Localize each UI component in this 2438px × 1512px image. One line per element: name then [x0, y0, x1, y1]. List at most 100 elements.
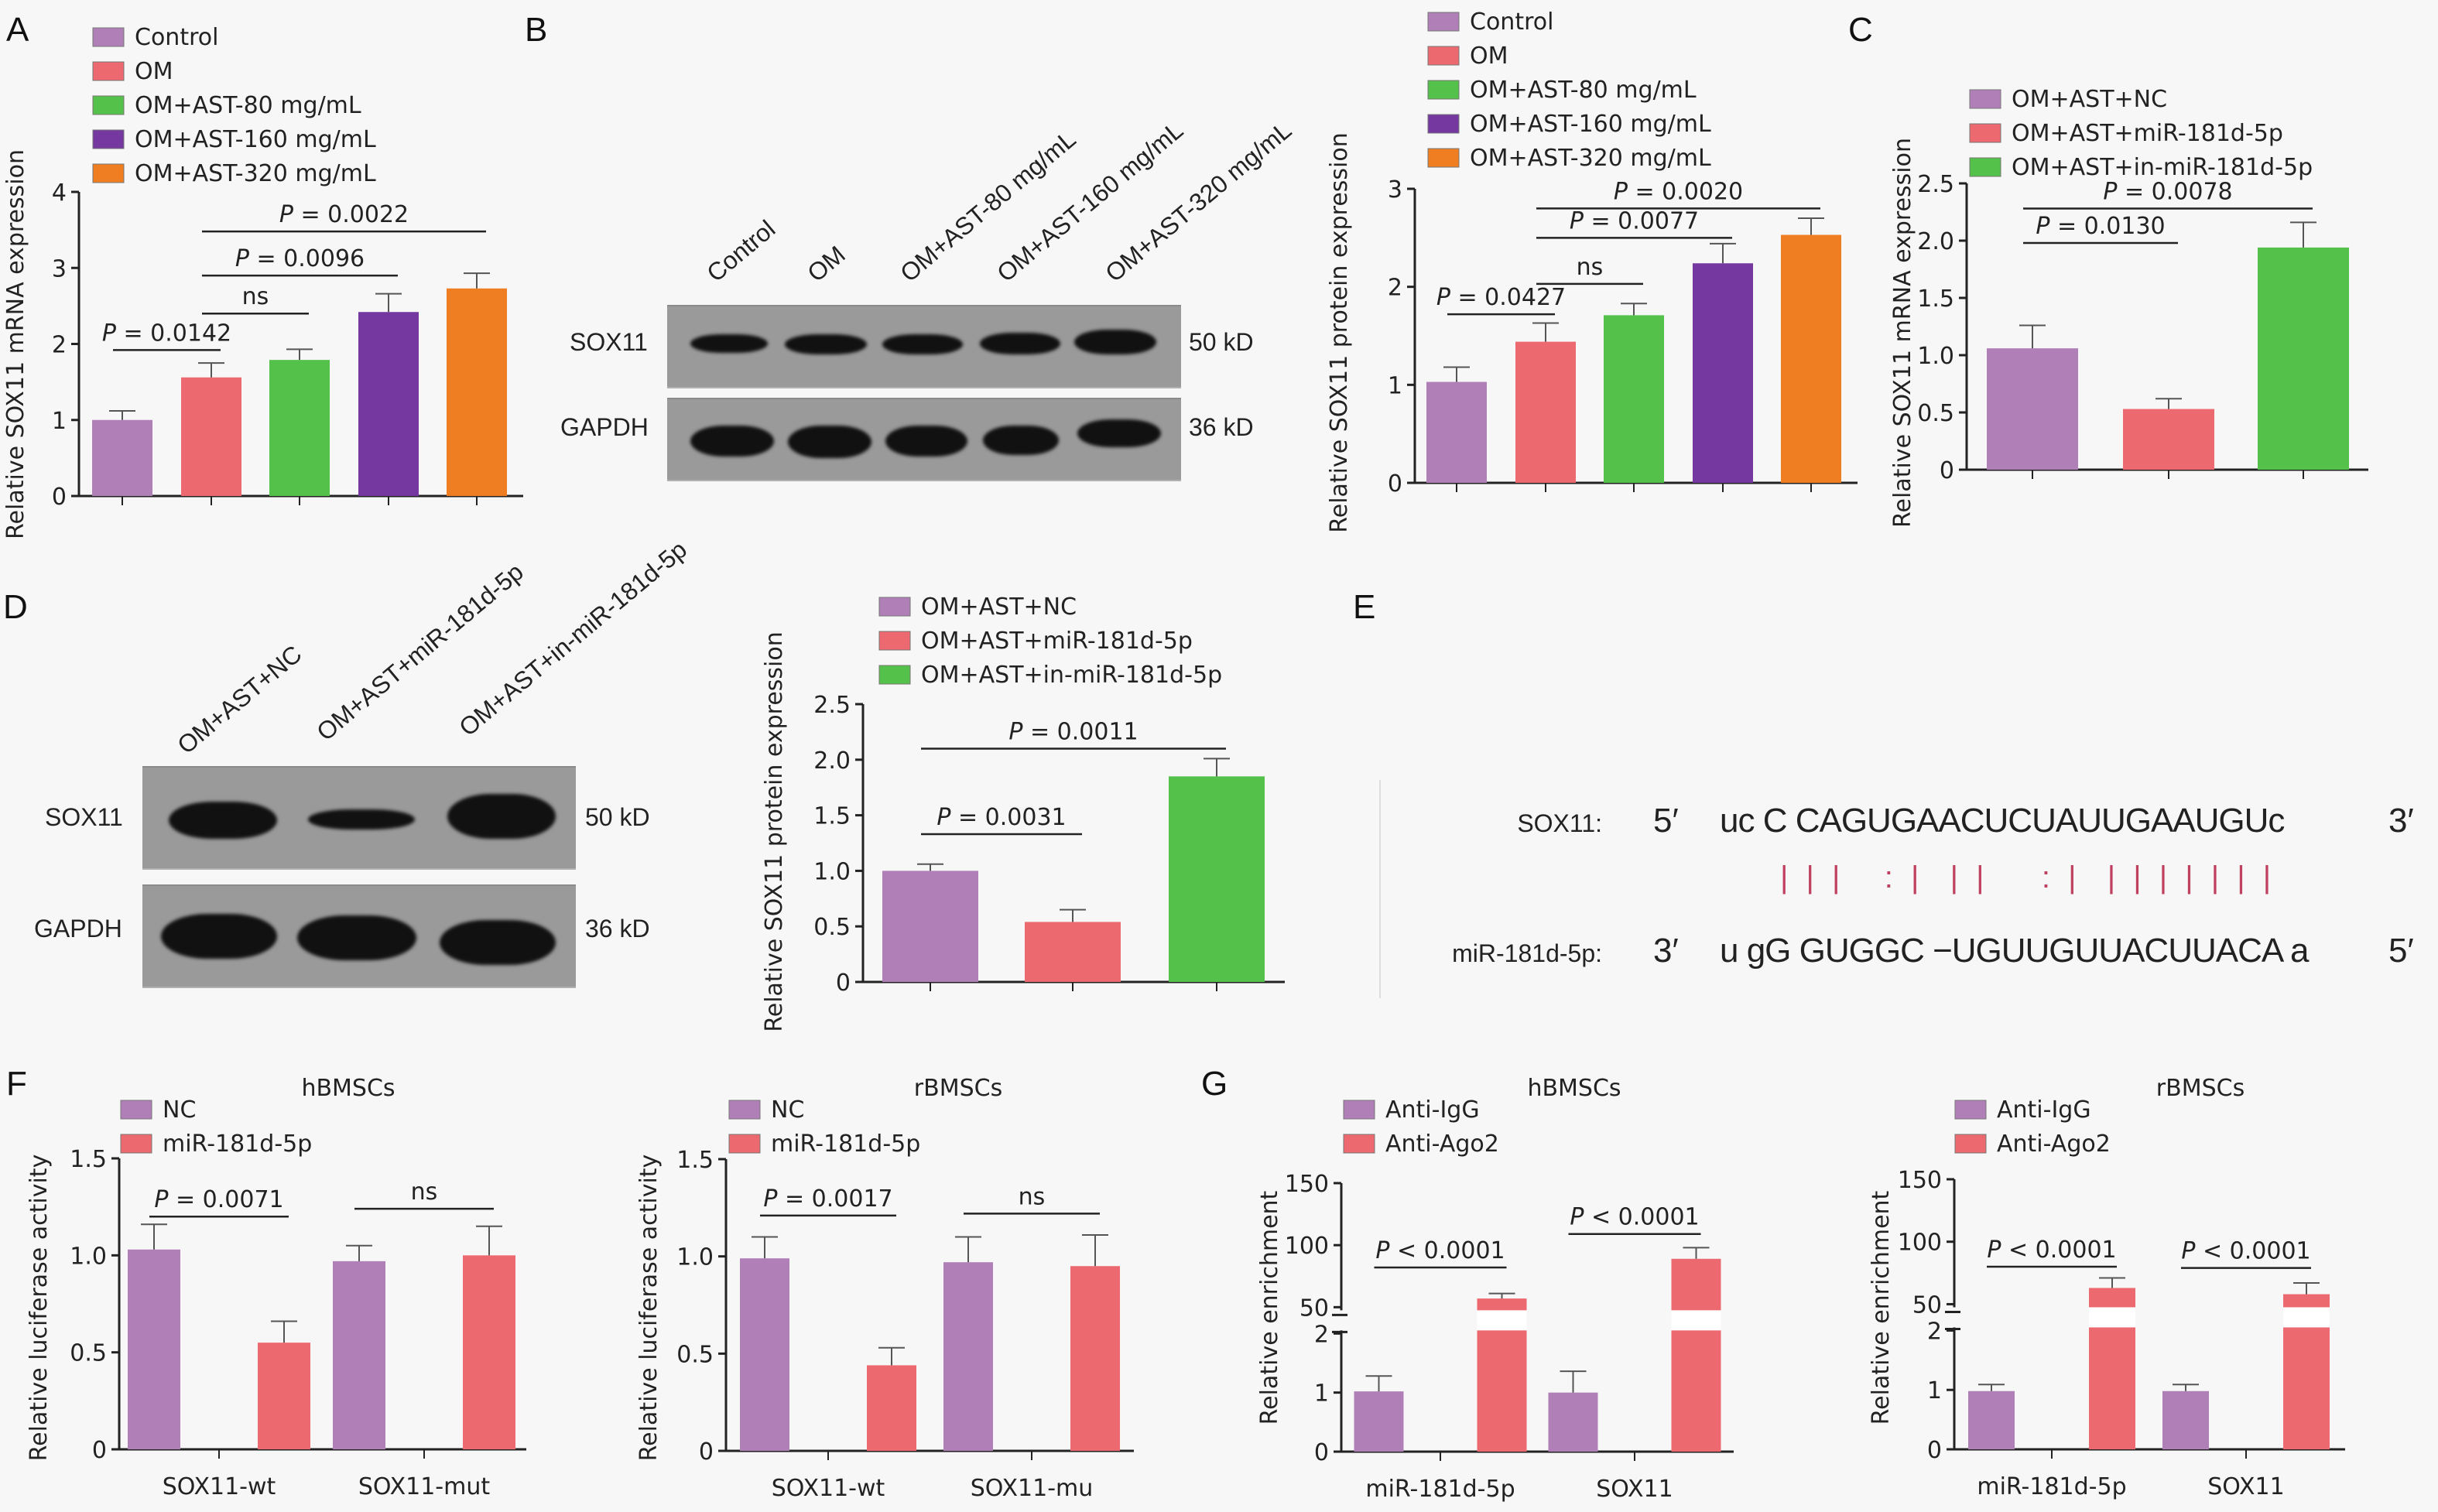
legend-swatch: [1343, 1134, 1375, 1154]
x-tick-label: SOX11-wt: [772, 1475, 885, 1502]
band: [690, 334, 768, 353]
y-tick-label: 0: [1388, 470, 1402, 498]
y-tick-label: 2: [1927, 1318, 1942, 1345]
chart-b: 0 1 2 3 Relative SOX11 protein expression Con…: [1326, 9, 1858, 533]
y-axis-label: Relative SOX11 protein expression: [1326, 132, 1353, 533]
bar: [943, 1262, 993, 1451]
y-tick-label: 2.0: [813, 747, 851, 775]
panel-letter-d: D: [3, 588, 28, 626]
base-pairing-marks: | | | : | | | : | | | | | | | |: [1780, 860, 2276, 895]
y-tick-label: 1.0: [70, 1243, 107, 1270]
divider: [1379, 780, 1381, 998]
legend-label: OM: [1470, 43, 1508, 70]
bar: [1671, 1258, 1721, 1452]
legend-swatch: [1427, 114, 1460, 134]
significance-label: P = 0.0142: [102, 320, 231, 347]
band: [1074, 330, 1156, 354]
mirna-3prime: 3′: [1653, 932, 1679, 970]
blot-strip-gapdh: [667, 398, 1181, 481]
y-tick-label: 1.5: [1917, 286, 1954, 313]
bar: [867, 1365, 916, 1451]
chart-title: hBMSCs: [301, 1075, 395, 1102]
significance-label: ns: [1577, 254, 1604, 281]
legend-label: OM+AST+NC: [2012, 86, 2167, 113]
y-tick-label: 0.5: [1917, 400, 1954, 427]
panel-letter-a: A: [6, 11, 29, 49]
y-tick-label: 150: [1285, 1171, 1329, 1198]
y-tick-label: 0: [836, 970, 851, 997]
target-sequence: uc C CAGUGAACUCUAUUGAAUGUc: [1720, 802, 2285, 840]
bar: [1169, 776, 1265, 982]
bar: [1025, 922, 1121, 982]
legend-label: OM+AST-80 mg/mL: [1470, 77, 1697, 104]
significance-label: P = 0.0077: [1570, 207, 1699, 234]
band: [440, 920, 556, 965]
bar-break-gap: [2283, 1307, 2330, 1328]
panel-letter-e: E: [1353, 588, 1376, 626]
blot-size-label: 50 kD: [1189, 328, 1254, 356]
legend-label: OM+AST-160 mg/mL: [135, 126, 376, 153]
legend-swatch: [878, 631, 911, 651]
panel-letter-b: B: [525, 11, 548, 49]
legend-swatch: [92, 61, 125, 81]
significance-label: P < 0.0001: [2181, 1238, 2310, 1265]
band: [447, 794, 556, 839]
chart-title: rBMSCs: [914, 1075, 1002, 1102]
significance-label: P = 0.0031: [937, 804, 1066, 831]
bar: [882, 871, 978, 982]
legend-label: NC: [163, 1096, 196, 1124]
chart-a: 0 1 2 3 4 Relative SOX11 mRNA expression Contr…: [2, 24, 523, 539]
significance-label: P = 0.0130: [2036, 213, 2165, 240]
legend-label: Anti-Ago2: [1997, 1131, 2111, 1158]
blot-row-label: GAPDH: [34, 915, 122, 942]
legend-swatch: [92, 129, 125, 149]
chart-f2: 0 0.5 1.0 1.5 Relative luciferase activity rB…: [635, 1075, 1134, 1502]
significance-label: P = 0.0427: [1436, 284, 1566, 311]
significance-label: P = 0.0071: [154, 1186, 283, 1213]
y-tick-label: 150: [1898, 1167, 1942, 1194]
band: [980, 333, 1060, 354]
bar: [181, 377, 241, 496]
significance-label: ns: [411, 1178, 438, 1206]
legend-swatch: [1427, 46, 1460, 66]
legend-swatch: [1969, 89, 2001, 109]
legend-swatch: [1427, 148, 1460, 168]
y-tick-label: 1.5: [813, 803, 851, 830]
y-tick-label: 0.5: [676, 1341, 714, 1368]
bar-break-gap: [1477, 1310, 1527, 1331]
significance-label: P = 0.0011: [1008, 718, 1138, 745]
y-tick-label: 3: [1388, 176, 1402, 204]
bar: [258, 1343, 310, 1449]
x-tick-label: SOX11: [1596, 1476, 1673, 1503]
bar: [740, 1258, 789, 1451]
bar: [92, 419, 152, 496]
mirna-5prime: 5′: [2388, 932, 2414, 970]
x-tick-label: miR-181d-5p: [1977, 1473, 2126, 1500]
significance-label: P = 0.0022: [279, 201, 409, 228]
legend-label: Anti-Ago2: [1385, 1131, 1499, 1158]
legend-swatch: [1427, 80, 1460, 100]
significance-label: P = 0.0096: [235, 245, 365, 272]
legend-label: OM+AST+in-miR-181d-5p: [921, 662, 1222, 689]
blot-row-label: SOX11: [45, 803, 123, 831]
y-axis-label: Relative SOX11 mRNA expression: [2, 149, 29, 539]
y-tick-label: 0: [1940, 457, 1954, 484]
y-tick-label: 1.5: [70, 1146, 107, 1173]
legend-swatch: [878, 597, 911, 617]
y-tick-label: 1: [1388, 372, 1402, 399]
x-tick-label: SOX11: [2207, 1473, 2284, 1500]
band: [1077, 419, 1161, 447]
bar: [1968, 1391, 2015, 1449]
y-tick-label: 0: [1314, 1439, 1329, 1466]
y-tick-label: 2.0: [1917, 228, 1954, 255]
significance-label: P = 0.0017: [763, 1185, 892, 1213]
bar: [1781, 234, 1841, 483]
y-tick-label: 50: [1299, 1295, 1329, 1322]
legend-swatch: [1969, 157, 2001, 177]
x-tick-label: miR-181d-5p: [1365, 1476, 1515, 1503]
axis-break-gap: [1951, 1307, 1957, 1328]
y-tick-label: 2: [1388, 275, 1402, 302]
legend-label: Anti-IgG: [1385, 1096, 1480, 1124]
legend-label: miR-181d-5p: [163, 1131, 312, 1158]
